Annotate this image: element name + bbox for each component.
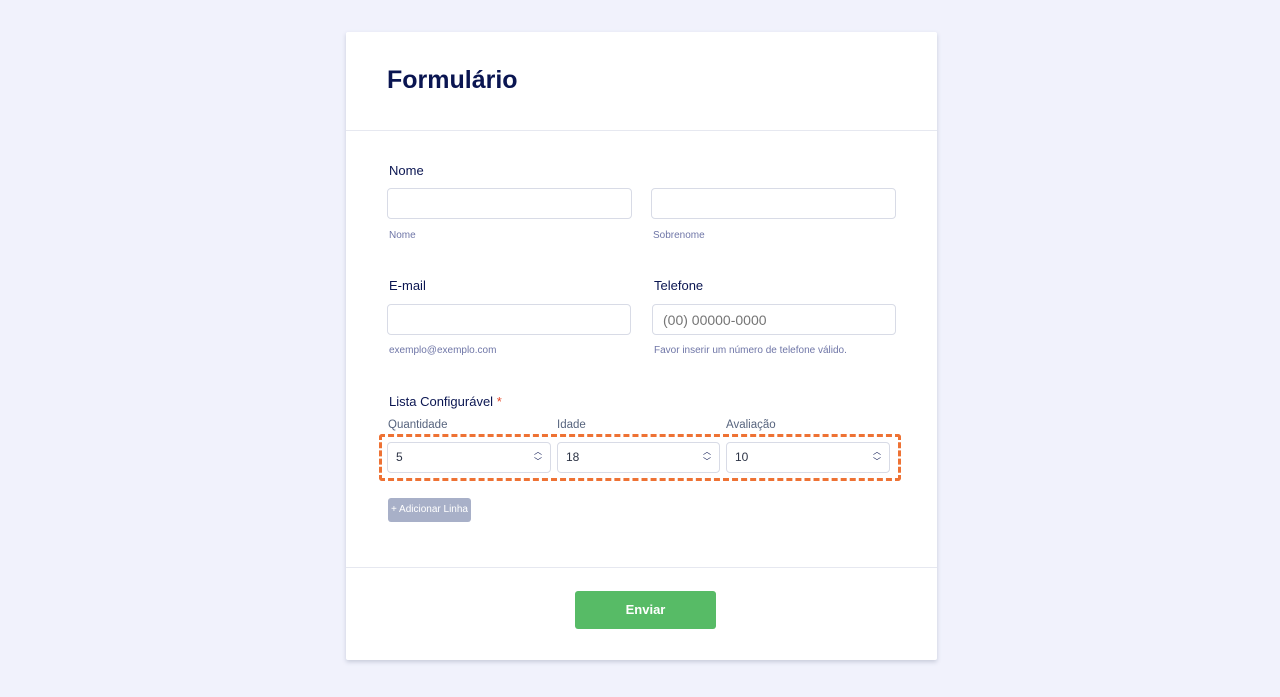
chevron-up-down-icon[interactable]: ︿ ﹀: [873, 447, 881, 466]
highlight-box: [379, 434, 901, 481]
add-row-button[interactable]: + Adicionar Linha: [388, 498, 471, 522]
first-name-input[interactable]: [387, 188, 632, 219]
email-sublabel: exemplo@exemplo.com: [389, 345, 497, 356]
list-label: Lista Configurável *: [389, 394, 502, 409]
chevron-up-down-icon[interactable]: ︿ ﹀: [534, 447, 542, 466]
quantidade-input[interactable]: 5 ︿ ﹀: [387, 442, 551, 473]
list-label-text: Lista Configurável: [389, 394, 494, 409]
quantidade-value: 5: [396, 450, 403, 464]
avaliacao-input[interactable]: 10 ︿ ﹀: [726, 442, 890, 473]
first-name-sublabel: Nome: [389, 230, 416, 241]
last-name-input[interactable]: [651, 188, 896, 219]
phone-label: Telefone: [654, 278, 704, 293]
column-header-avaliacao: Avaliação: [726, 419, 776, 431]
submit-button[interactable]: Enviar: [575, 591, 716, 629]
phone-sublabel: Favor inserir um número de telefone váli…: [654, 345, 847, 356]
page-title: Formulário: [387, 66, 518, 94]
email-label: E-mail: [389, 278, 426, 293]
column-header-idade: Idade: [557, 419, 586, 431]
avaliacao-value: 10: [735, 450, 749, 464]
column-header-quantidade: Quantidade: [388, 419, 448, 431]
chevron-up-down-icon[interactable]: ︿ ﹀: [703, 447, 711, 466]
idade-input[interactable]: 18 ︿ ﹀: [557, 442, 720, 473]
email-input[interactable]: [387, 304, 631, 335]
form-card: Formulário Nome Nome Sobrenome E-mail ex…: [346, 32, 937, 660]
divider: [346, 130, 937, 131]
name-label: Nome: [389, 163, 424, 178]
required-mark: *: [496, 394, 502, 409]
idade-value: 18: [566, 450, 580, 464]
phone-input[interactable]: [652, 304, 896, 335]
last-name-sublabel: Sobrenome: [653, 230, 705, 241]
divider: [346, 567, 937, 568]
